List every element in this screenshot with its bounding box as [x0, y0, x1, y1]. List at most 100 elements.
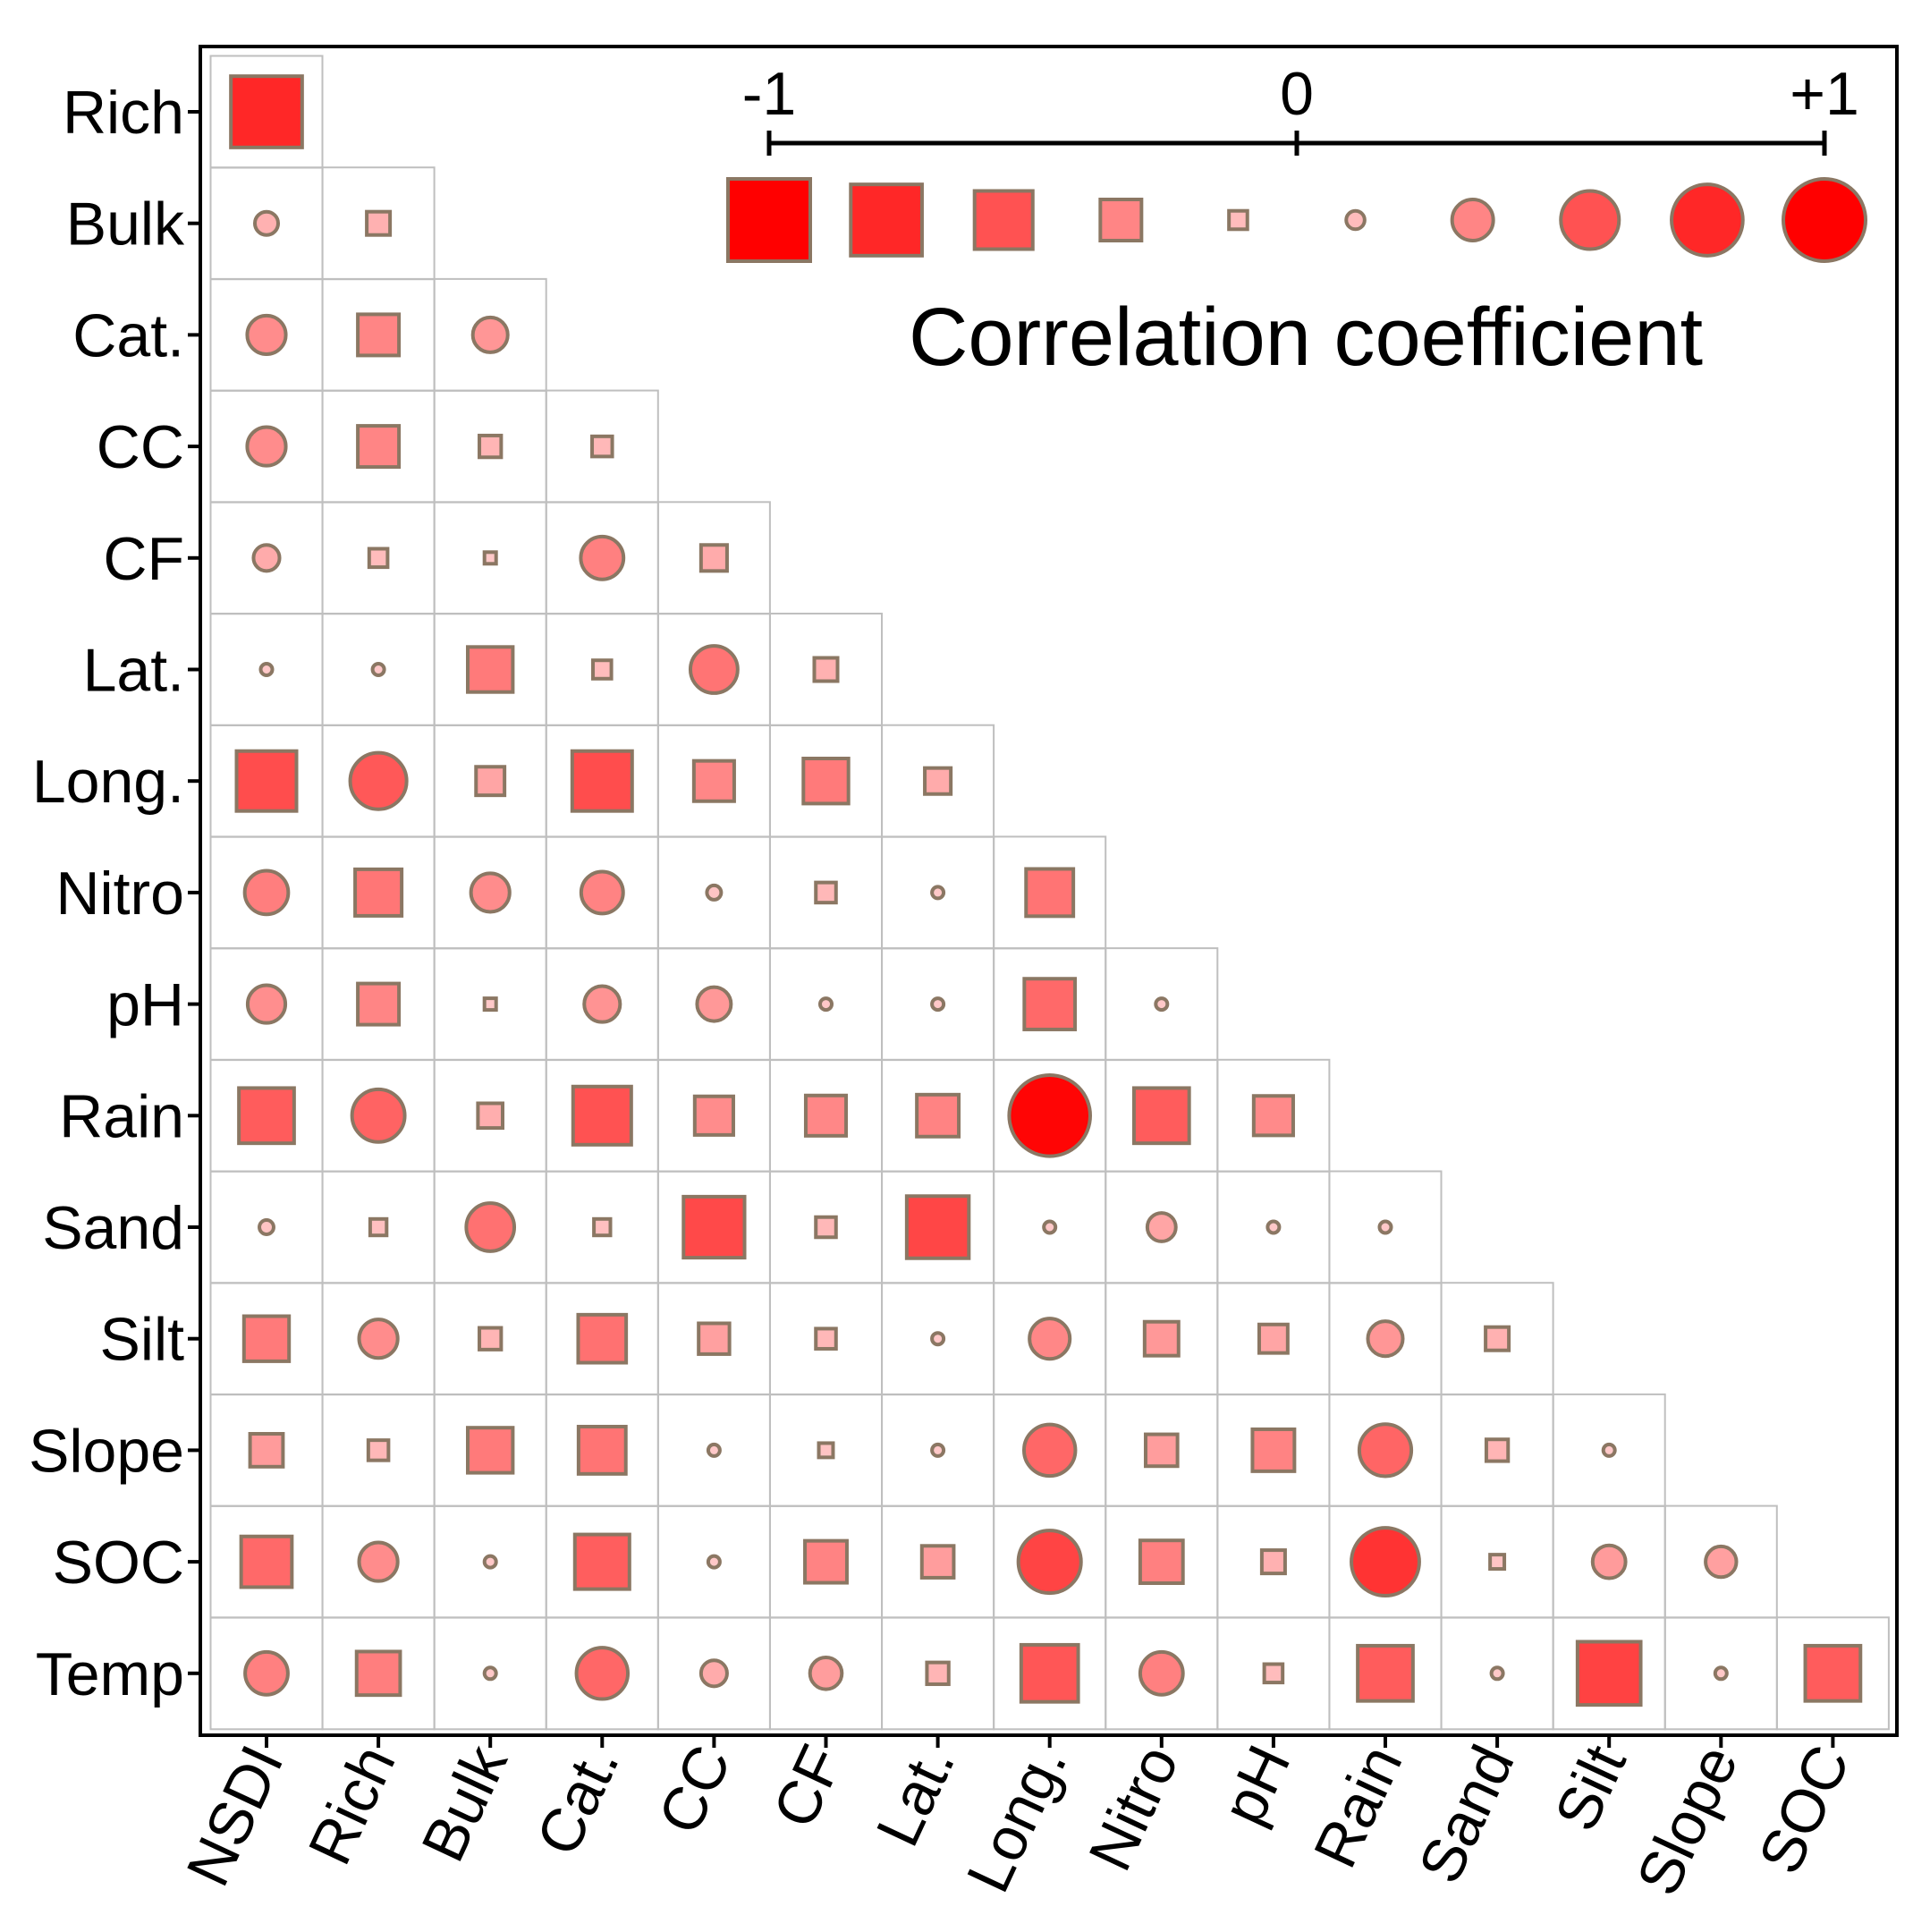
row-label: Nitro [55, 860, 184, 928]
marker-slope-long [1021, 1422, 1078, 1479]
marker-silt-rain [1366, 1319, 1405, 1359]
row-label: Silt [100, 1306, 185, 1374]
marker-ph-bulk [482, 996, 498, 1013]
marker-silt-cc [697, 1321, 732, 1356]
marker-soc-lat [919, 1544, 956, 1580]
marker-nitro-cf [814, 880, 838, 905]
marker-long-cc [691, 758, 736, 803]
marker-ph-cf [817, 996, 834, 1013]
marker-soc-sand [1488, 1553, 1507, 1572]
marker-cf-rich [367, 547, 390, 570]
marker-rain-lat [915, 1092, 961, 1139]
marker-sand-nitro [1145, 1211, 1178, 1243]
row-label: Bulk [66, 191, 185, 258]
marker-long-cf [801, 757, 851, 806]
marker-silt-nsdi [241, 1314, 292, 1363]
marker-soc-nitro [1138, 1538, 1185, 1586]
row-label: Slope [29, 1417, 184, 1485]
marker-rain-rich [350, 1087, 407, 1144]
marker-temp-cat [574, 1646, 631, 1701]
row-label: Sand [42, 1194, 184, 1262]
marker-sand-nsdi [258, 1218, 275, 1236]
row-label: Long. [32, 748, 184, 816]
legend-sample-marker [849, 182, 924, 258]
marker-soc-bulk [482, 1554, 498, 1570]
marker-slope-silt [1601, 1442, 1617, 1458]
legend-sample-marker [1670, 182, 1745, 258]
legend-sample-marker [972, 189, 1035, 251]
row-labels: Rich Bulk Cat. CC CF Lat. Long. Nitro pH Rain Sand… [29, 79, 185, 1708]
marker-soc-cf [803, 1538, 849, 1585]
legend: Correlation coefficient -1 0 +1 [726, 60, 1867, 383]
legend-scale-label: +1 [1790, 60, 1859, 128]
marker-slope-nitro [1143, 1432, 1180, 1469]
marker-ph-nitro [1154, 996, 1170, 1013]
legend-sample-marker [726, 177, 812, 263]
marker-temp-silt [1575, 1640, 1643, 1707]
row-label: Cat. [72, 301, 184, 369]
marker-soc-rich [357, 1540, 400, 1583]
row-label: Temp [36, 1640, 184, 1708]
marker-temp-cf [808, 1655, 844, 1691]
marker-lat-cf [812, 656, 840, 683]
marker-lat-rich [370, 661, 386, 678]
marker-slope-sand [1484, 1437, 1511, 1463]
marker-nitro-nsdi [242, 869, 291, 917]
marker-sand-lat [904, 1194, 971, 1260]
marker-temp-slope [1713, 1665, 1729, 1682]
marker-slope-bulk [466, 1426, 515, 1475]
marker-ph-cat [582, 984, 622, 1024]
legend-sample-marker [1344, 208, 1367, 232]
marker-soc-ph [1259, 1548, 1287, 1576]
marker-long-nsdi [234, 749, 299, 813]
marker-lat-nsdi [258, 661, 275, 678]
marker-soc-rain [1350, 1526, 1421, 1598]
marker-rain-nsdi [237, 1086, 296, 1146]
marker-lat-cc [688, 644, 740, 695]
marker-cc-bulk [478, 433, 504, 460]
marker-silt-nitro [1142, 1319, 1181, 1358]
marker-bulk-nsdi [252, 209, 281, 237]
marker-layer [229, 74, 1863, 1707]
marker-sand-rain [1377, 1219, 1393, 1235]
marker-nitro-rich [353, 867, 404, 918]
marker-sand-cc [681, 1194, 747, 1260]
marker-slope-rich [366, 1438, 391, 1462]
ticks-layer [188, 110, 1835, 1748]
marker-sand-cat [592, 1216, 613, 1238]
marker-slope-nsdi [248, 1432, 285, 1469]
marker-silt-lat [930, 1331, 946, 1347]
marker-slope-rain [1357, 1422, 1414, 1479]
marker-cat-bulk [470, 315, 510, 354]
marker-slope-lat [930, 1442, 946, 1458]
marker-bulk-rich [365, 209, 393, 237]
marker-soc-slope [1704, 1544, 1739, 1580]
marker-temp-ph [1262, 1662, 1285, 1685]
marker-ph-cc [695, 985, 733, 1023]
marker-cf-cc [698, 543, 729, 573]
legend-sample-marker [1782, 177, 1867, 263]
marker-nitro-cat [579, 869, 625, 916]
marker-soc-cat [572, 1532, 631, 1591]
marker-cc-rich [356, 424, 402, 470]
marker-temp-bulk [482, 1665, 498, 1682]
marker-silt-bulk [478, 1326, 504, 1352]
marker-soc-long [1016, 1529, 1083, 1596]
legend-title: Correlation coefficient [909, 292, 1703, 383]
marker-cc-nsdi [245, 425, 288, 468]
marker-temp-rich [354, 1649, 402, 1698]
marker-long-rich [348, 750, 409, 811]
marker-temp-long [1019, 1642, 1080, 1704]
marker-sand-cf [814, 1215, 838, 1240]
marker-nitro-lat [930, 885, 946, 901]
row-label: Rain [59, 1082, 184, 1150]
marker-sand-ph [1265, 1219, 1282, 1235]
marker-silt-long [1028, 1317, 1072, 1361]
marker-temp-rain [1356, 1643, 1415, 1703]
marker-soc-cc [706, 1554, 722, 1570]
marker-silt-cat [576, 1312, 629, 1365]
legend-sample-marker [1450, 198, 1495, 242]
marker-slope-cc [706, 1442, 722, 1458]
